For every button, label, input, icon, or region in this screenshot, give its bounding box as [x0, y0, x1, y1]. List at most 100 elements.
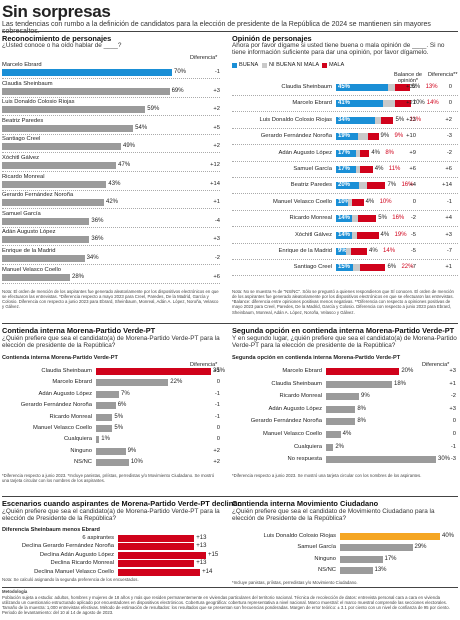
opinion-name: Gerardo Fernández Noroña	[260, 133, 332, 140]
opinion-balance: +10	[406, 133, 416, 140]
opinion-mala-bar	[360, 149, 370, 157]
recognition-dif: -4	[214, 217, 220, 224]
opinion-buena-value: 45%	[338, 84, 351, 90]
opinion-buena-value: 9%	[338, 248, 347, 254]
morena-second-bar	[326, 405, 356, 413]
mc-value: 29%	[414, 544, 427, 551]
recognition-value: 42%	[106, 199, 119, 206]
recognition-bar	[2, 106, 146, 114]
opinion-row-line	[232, 95, 458, 96]
recognition-bar	[2, 180, 107, 188]
opinion-name: Claudia Sheinbaum	[281, 84, 332, 90]
recognition-value: 34%	[86, 255, 99, 261]
opinion-mala-value: 19%	[394, 231, 407, 238]
recognition-row-line	[2, 208, 220, 210]
opinion-buena-value: 17%	[338, 149, 351, 156]
recognition-bar	[2, 199, 104, 207]
opinion-buena-value: 14%	[338, 215, 351, 222]
page-title: Sin sorpresas	[2, 2, 111, 21]
morena-first-name: NS/NC	[73, 459, 92, 466]
scenario-bar	[118, 560, 195, 568]
recognition-bar	[2, 217, 90, 225]
opinion-mala-bar	[360, 166, 373, 173]
recognition-name: Samuel García	[2, 210, 41, 217]
recognition-bar	[2, 124, 134, 132]
methodology-text: Población sujeta a estudio: adultos, hom…	[2, 595, 450, 616]
opinion-row-line	[232, 242, 458, 244]
morena-first-dif: -1	[214, 402, 220, 409]
opinion-ni-value: 7%	[387, 182, 397, 189]
recognition-name: Santiago Creel	[2, 136, 41, 143]
morena-second-title: Segunda opción en contienda interna More…	[232, 326, 455, 335]
header-divider	[2, 31, 458, 32]
morena-second-bar	[326, 443, 334, 451]
recognition-dif: +14	[210, 180, 220, 187]
opinion-dif: -3	[446, 133, 452, 140]
recognition-row-line	[2, 282, 220, 284]
scenarios-chart-title: Diferencia Sheinbaum menos Ebrard	[2, 527, 100, 533]
opinion-dif: +4	[445, 215, 452, 222]
opinion-mala-value: 22%	[401, 264, 414, 271]
morena-second-notes: *Diferencia respecto a junio 2023. Se mo…	[232, 473, 422, 478]
opinion-balance: +4	[409, 182, 416, 189]
morena-first-name: Cualquiera	[63, 436, 92, 443]
legend-ni-swatch	[262, 63, 267, 68]
morena-first-bar	[96, 413, 113, 421]
opinion-buena-bar	[336, 215, 353, 223]
recognition-row-line	[2, 226, 220, 228]
mc-title: Contienda interna Movimiento Ciudadano	[232, 499, 379, 508]
morena-first-bar	[96, 447, 126, 455]
recognition-row-line	[2, 171, 220, 172]
recognition-row-line	[2, 115, 220, 117]
opinion-buena-bar	[336, 198, 348, 206]
opinion-dif: +1	[445, 264, 452, 271]
opinion-dif: -2	[446, 149, 452, 156]
opinion-balance: +23	[406, 116, 416, 123]
opinion-ni-bar	[346, 248, 351, 255]
opinion-ni-bar	[383, 100, 395, 108]
opinion-mala-value: 13%	[425, 84, 438, 90]
morena-first-name: Manuel Velasco Coello	[33, 425, 92, 431]
opinion-dif: +2	[445, 116, 452, 123]
opinion-question: Ahora por favor dígame si usted tiene bu…	[232, 42, 445, 57]
morena-second-bar	[326, 393, 359, 401]
morena-second-value: 8%	[357, 405, 366, 412]
morena-second-name: Cualquiera	[293, 443, 322, 450]
opinion-ni-value: 6%	[387, 264, 397, 271]
opinion-dif: 0	[448, 100, 452, 107]
morena-first-value: 7%	[121, 390, 130, 397]
morena-second-value: 9%	[361, 393, 370, 400]
mc-notes: *Incluye panistas, priístas, perredistas…	[232, 580, 358, 585]
opinion-mala-bar	[356, 231, 379, 239]
opinion-mala-value: 11%	[388, 166, 401, 172]
morena-second-value: 4%	[342, 431, 352, 437]
opinion-row-line	[232, 177, 458, 178]
morena-first-dif: -1	[214, 390, 220, 397]
opinion-buena-bar	[336, 149, 356, 157]
opinion-name: Samuel García	[293, 166, 332, 172]
opinion-mala-value: 10%	[379, 198, 392, 205]
morena-first-dif: +2	[213, 459, 220, 466]
section-divider-1	[2, 323, 458, 324]
morena-second-name: Marcelo Ebrard	[282, 368, 322, 374]
opinion-row-line	[232, 127, 458, 129]
recognition-title: Reconocimiento de personajes	[2, 34, 112, 43]
scenario-name: Declina Ricardo Monreal	[50, 560, 114, 567]
morena-second-question: Y en segundo lugar, ¿quién prefiere que …	[232, 335, 457, 350]
opinion-dif: +3	[445, 231, 452, 238]
morena-second-bar	[326, 418, 356, 426]
opinion-balance: +6	[409, 166, 416, 172]
morena-second-chart-title: Segunda opción en contienda interna More…	[232, 355, 401, 361]
scenario-value: +13	[196, 560, 207, 567]
opinion-buena-bar	[336, 84, 388, 91]
opinion-balance: -5	[410, 248, 416, 254]
morena-first-dif: +1	[213, 368, 220, 374]
morena-second-name: Ricardo Monreal	[279, 393, 322, 400]
mc-bar	[340, 555, 383, 563]
opinion-row-line	[232, 160, 458, 162]
morena-second-dif: +1	[449, 380, 456, 387]
opinion-ni-value: 5%	[378, 215, 387, 222]
mc-bar	[340, 533, 440, 540]
recognition-dif: +2	[213, 106, 220, 113]
opinion-buena-value: 17%	[338, 166, 351, 172]
